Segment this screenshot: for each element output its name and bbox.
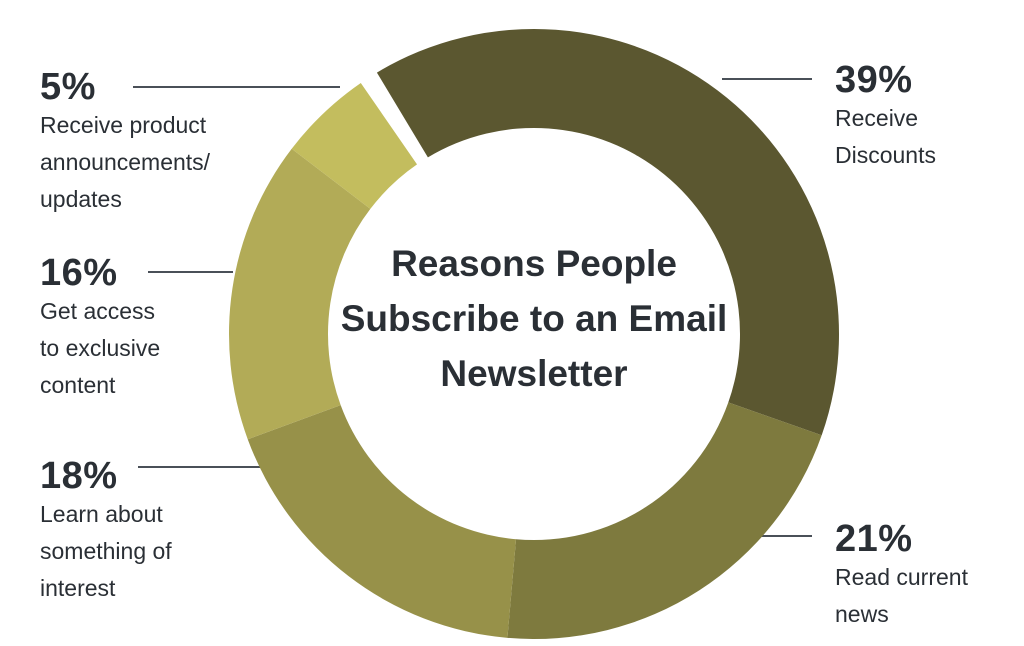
donut-slice-0 [376,28,839,436]
slice-percent: 39% [835,59,913,101]
donut-slice-1 [507,402,822,639]
label-receive-discounts: 39% Receive Discounts [835,60,936,174]
chart-title: Reasons People Subscribe to an Email New… [340,243,728,394]
donut-slice-3 [229,148,371,440]
slice-description: Learn about something of interest [40,501,172,601]
slice-percent: 21% [835,518,913,560]
donut-slice-2 [247,405,517,638]
slice-description: Read current news [835,564,968,627]
label-product-announcements: 5% Receive product announcements/ update… [40,67,210,218]
slice-percent: 16% [40,252,118,294]
label-learn-something: 18% Learn about something of interest [40,456,172,607]
slice-description: Receive product announcements/ updates [40,112,211,212]
slice-percent: 18% [40,455,118,497]
label-exclusive-content: 16% Get access to exclusive content [40,253,160,404]
slice-description: Receive Discounts [835,105,936,168]
donut-slice-4 [291,82,418,209]
slice-description: Get access to exclusive content [40,298,161,398]
slice-percent: 5% [40,66,96,108]
label-read-current-news: 21% Read current news [835,519,968,633]
